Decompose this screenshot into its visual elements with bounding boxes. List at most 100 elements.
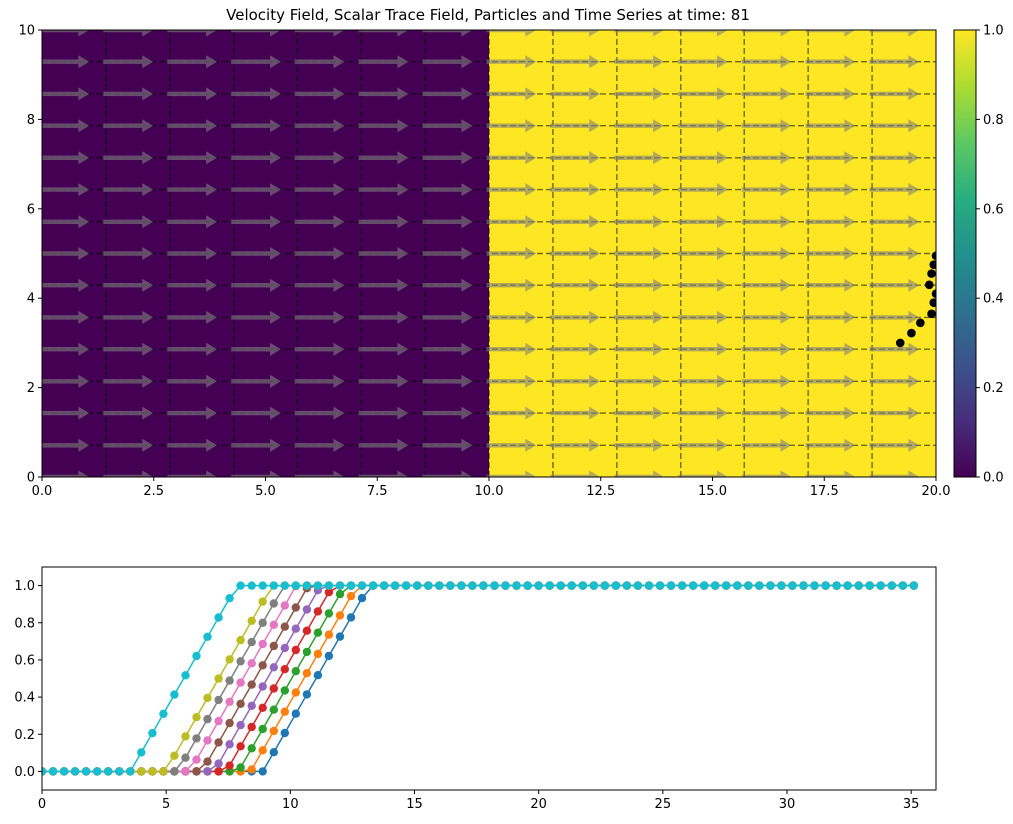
velocity-arrow [231,470,281,477]
series-point [379,581,389,590]
velocity-field-heatmap: 0.0 2.5 5.0 7.5 10.0 12.5 15.0 17.5 20.0 0 2 4 6 8 10 [18,24,950,500]
series-point [843,581,852,590]
series-point [424,581,433,590]
series-point [324,581,334,590]
velocity-arrow [614,470,665,477]
series-point [368,581,378,590]
velocity-arrow [869,374,920,388]
velocity-arrow [358,438,409,452]
velocity-arrow [42,470,90,477]
y-tick-label: 0.8 [14,616,35,631]
series-point [81,767,91,776]
velocity-arrow [294,87,345,101]
series-point [313,607,323,616]
series-point [280,643,289,653]
velocity-arrow [167,374,218,388]
x-tick-label: 7.5 [367,484,388,499]
velocity-arrow [103,87,154,101]
series-point [269,599,278,608]
series-point [457,581,466,590]
series-point [335,632,345,641]
series-point [203,632,212,641]
velocity-arrow [486,55,537,69]
velocity-arrow [678,278,728,292]
series-point [832,581,841,590]
series-point [269,748,278,757]
velocity-arrow [805,406,856,420]
series-point [258,618,267,627]
series-point [600,581,609,590]
velocity-arrow [869,183,920,197]
particle-marker [916,318,925,328]
velocity-arrow [422,278,473,292]
velocity-arrow [741,470,792,477]
velocity-arrow [358,30,409,37]
velocity-arrow [741,119,792,133]
velocity-arrow [550,438,601,452]
series-point [545,581,554,590]
velocity-arrow [294,183,345,197]
velocity-arrow [805,470,856,477]
velocity-arrow [167,183,218,197]
series-point [291,645,300,655]
velocity-arrow [167,30,218,37]
series-point [126,767,135,776]
velocity-arrow [741,374,792,388]
velocity-arrow [486,278,537,292]
series-point [236,699,245,708]
series-point [512,581,521,590]
velocity-arrow [869,247,920,260]
velocity-arrow [358,406,409,420]
series-point [335,581,345,590]
series-point [766,581,775,590]
velocity-arrow [103,247,154,260]
velocity-arrow [422,215,473,229]
y-tick-label: 8 [27,113,35,128]
series-point [688,581,698,590]
velocity-arrow [42,183,90,197]
particle-marker [927,269,936,278]
velocity-arrow [167,55,218,69]
series-point [247,616,256,625]
velocity-arrow [486,438,537,452]
series-point [214,674,223,683]
series-point [247,701,256,710]
series-point [258,682,267,691]
velocity-arrow [805,55,856,69]
velocity-arrow [614,119,665,133]
series-point [302,605,312,614]
series-point [192,755,201,764]
series-point [159,709,168,718]
velocity-arrow [167,87,218,101]
series-point [269,726,278,736]
velocity-arrow [678,87,728,101]
velocity-arrow [614,438,665,452]
x-tick-label: 10 [282,797,299,812]
x-tick-label: 20 [530,797,547,812]
velocity-arrow [614,55,665,69]
series-point [909,581,918,590]
series-point [324,588,334,597]
series-point [225,740,234,749]
series-point [247,659,256,668]
velocity-arrow [614,30,665,37]
x-tick-label: 5.0 [255,484,276,499]
series-point [611,581,621,590]
velocity-arrow [231,310,281,324]
series-point [357,593,367,603]
colorbar-tick-label: 0.4 [983,292,1004,307]
series-point [799,581,808,590]
velocity-arrow [741,342,792,356]
series-point [225,594,234,603]
series-point [346,581,356,590]
velocity-arrow [614,406,665,420]
colorbar-tick-label: 0.8 [983,113,1004,128]
velocity-arrow [869,278,920,292]
velocity-arrow [358,55,409,69]
velocity-arrow [103,183,154,197]
particle-marker [931,251,936,261]
series-point [755,581,764,590]
series-point [898,581,907,590]
series-point [777,581,786,590]
velocity-arrow [869,215,920,229]
